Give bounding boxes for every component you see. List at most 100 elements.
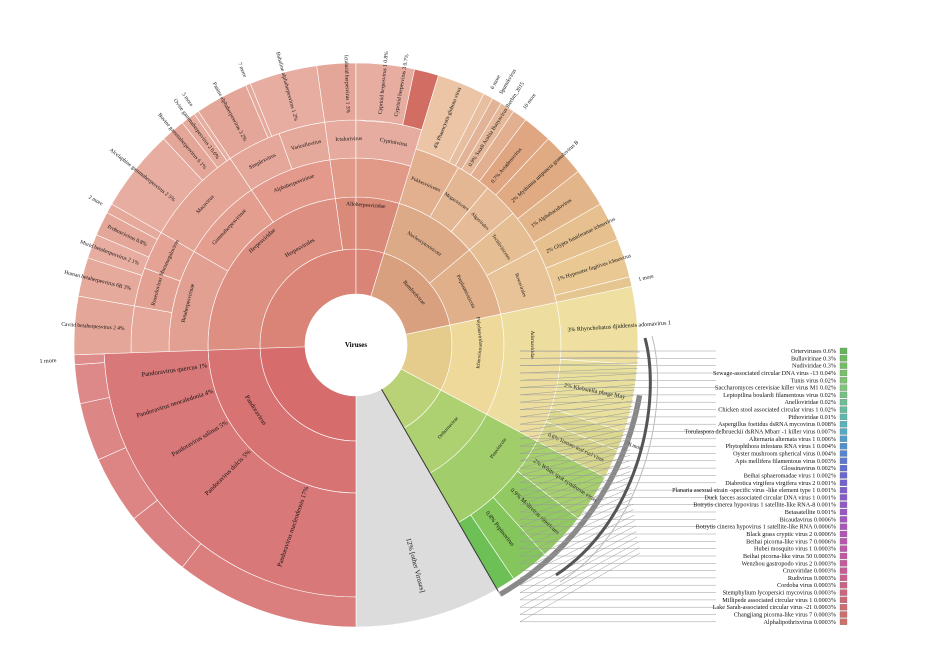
legend-item[interactable]: Glossinavirus 0.002%: [519, 438, 848, 472]
legend-swatch: [839, 413, 848, 421]
legend-leader: [519, 541, 716, 608]
legend-leader: [519, 476, 716, 520]
legend: Orterviruses 0.6%Bullavirinae 0.3%Nudivi…: [519, 335, 848, 626]
legend-item[interactable]: Hubei mosquito virus 1 0.0003%: [519, 498, 848, 553]
label-mid-more-4: 10 more: [522, 92, 538, 111]
legend-label: Wenzhou gastropodo virus 2 0.0003%: [741, 560, 836, 567]
legend-item[interactable]: Beihai sphaeromadae virus 1 0.002%: [519, 444, 848, 479]
wedge-pandora-species-5[interactable]: [73, 353, 105, 365]
legend-item[interactable]: Wenzhou gastropodo virus 2 0.0003%: [519, 509, 848, 568]
legend-leader: [519, 492, 716, 542]
legend-leader: [519, 482, 716, 527]
legend-item[interactable]: Botrytis cinerea hypovirus 1 satellite-l…: [519, 482, 848, 531]
legend-bracket: [555, 337, 652, 577]
legend-leader: [519, 411, 716, 432]
legend-leader: [519, 465, 716, 505]
legend-label: Aspergillus foetidus dsRNA mycovirus 0.0…: [718, 421, 836, 428]
legend-leader: [519, 449, 716, 484]
legend-label: Botrytis cinerea hypovirus 1 satellite-l…: [693, 502, 836, 509]
legend-item[interactable]: Planaria asexual strain -specific virus …: [519, 454, 848, 494]
legend-label: Bullavirinae 0.3%: [791, 355, 836, 362]
legend-item[interactable]: Black grass cryptic virus 2 0.0006%: [519, 487, 848, 538]
legend-item[interactable]: Alphalipothrixvirus 0.0003%: [519, 552, 848, 626]
legend-item[interactable]: Lake Sarah-associated circular virus -21…: [519, 541, 848, 611]
legend-swatch: [839, 538, 848, 545]
legend-label: Leptopilina boulardi filamentous virus 0…: [723, 392, 836, 399]
legend-label: Beihai sphaeromadae virus 1 0.002%: [744, 472, 836, 479]
legend-label: Beihai picorna-like virus 7 0.0006%: [746, 538, 836, 545]
legend-leader: [519, 454, 716, 491]
legend-leader: [519, 536, 716, 601]
legend-leader: [519, 547, 716, 615]
center-hole[interactable]: [305, 294, 407, 396]
legend-item[interactable]: Betasatellite 0.001%: [519, 471, 848, 517]
legend-label: Planaria asexual strain -specific virus …: [672, 487, 836, 494]
legend-item[interactable]: Millipede associated circular virus 1 0.…: [519, 536, 848, 604]
legend-item[interactable]: Chicken stool associated circular virus …: [519, 395, 848, 414]
legend-leader: [519, 438, 716, 469]
legend-label: Cordoba virus 0.0003%: [777, 582, 836, 589]
wedge-genus-beta-main[interactable]: [130, 305, 173, 354]
legend-item[interactable]: Cordoba virus 0.0003%: [519, 525, 848, 589]
legend-label: Changjiang picorna-like virus 7 0.0003%: [734, 612, 836, 619]
legend-item[interactable]: Alternaria alternata virus 1 0.006%: [519, 416, 848, 443]
legend-item[interactable]: Phytophthora infestans RNA virus 1 0.004…: [519, 422, 848, 451]
legend-label: Stemphylium lycopersici mycovirus 0.0003…: [723, 590, 836, 597]
legend-label: Rudivirus 0.0003%: [788, 575, 836, 582]
legend-item[interactable]: Botrytis cinerea hypovirus 1 satellite-l…: [519, 465, 848, 509]
legend-item[interactable]: Bicaudavirus 0.0006%: [519, 476, 848, 524]
legend-item[interactable]: Beihai picorna-like virus 7 0.0006%: [519, 492, 848, 545]
legend-item[interactable]: Stemphylium lycopersici mycovirus 0.0003…: [519, 531, 848, 597]
legend-label: Bicaudavirus 0.0006%: [780, 516, 836, 523]
legend-label: Saccharomyces cerevisiae killer virus M1…: [715, 385, 836, 392]
legend-item[interactable]: Duck faeces associated circular DNA viru…: [519, 460, 848, 502]
legend-swatch: [839, 567, 848, 574]
legend-leader: [519, 460, 716, 498]
legend-swatch: [839, 516, 848, 523]
legend-label: Botrytis cinerea hypovirus 1 satellite-l…: [696, 524, 836, 531]
legend-swatch: [839, 560, 848, 567]
label-ichnovirus: Ichnovirus: [476, 347, 483, 369]
legend-item[interactable]: Beihai picorna-like virus 50 0.0003%: [519, 503, 848, 560]
legend-leader: [519, 357, 716, 359]
legend-swatch: [839, 552, 848, 560]
center-label-viruses: Viruses: [345, 341, 368, 349]
legend-swatch: [839, 530, 848, 538]
legend-item[interactable]: Oyster mushroom spherical virus 0.004%: [519, 427, 848, 458]
legend-label: Nudiviridae 0.3%: [792, 363, 836, 370]
label-pandora-more: 1 more: [39, 358, 56, 365]
legend-label: Alternaria alternata virus 1 0.006%: [749, 436, 836, 443]
label-genus-6: Cyprinivirus: [379, 137, 407, 148]
legend-swatch: [839, 347, 848, 355]
legend-item[interactable]: Changjiang picorna-like virus 7 0.0003%: [519, 547, 848, 619]
legend-item[interactable]: Pithoviridae 0.01%: [519, 400, 848, 421]
legend-item[interactable]: Apis mellifera filamentous virus 0.003%: [519, 433, 848, 465]
legend-swatch: [839, 611, 848, 618]
label-herp-species-12: Ictalurid herpesvirus 1 3%: [343, 55, 351, 114]
legend-label: Duck faeces associated circular DNA viru…: [704, 494, 836, 501]
legend-label: Betasatellite 0.001%: [785, 509, 836, 516]
legend-swatch: [839, 479, 848, 486]
legend-item[interactable]: Bullavirinae 0.3%: [519, 355, 848, 362]
legend-leader: [519, 514, 716, 571]
legend-item[interactable]: Torulaspora delbrueckii dsRNA Mbarr -1 k…: [519, 411, 848, 436]
legend-swatch: [839, 384, 848, 391]
legend-item[interactable]: Diabrotica virgifera virgifera virus 2 0…: [519, 449, 848, 487]
legend-leader: [519, 422, 716, 447]
legend-swatch: [839, 508, 848, 516]
legend-swatch: [839, 362, 848, 369]
legend-leader: [519, 487, 716, 535]
legend-item[interactable]: Cruxviridae 0.0003%: [519, 514, 848, 575]
label-herp-species-0: Caviid betaherpesvirus 2 4%: [61, 322, 125, 332]
legend-item[interactable]: Aspergillus foetidus dsRNA mycovirus 0.0…: [519, 406, 848, 428]
legend-swatch: [839, 377, 848, 384]
legend-swatch: [839, 443, 848, 450]
legend-label: Cruxviridae 0.0003%: [783, 568, 836, 575]
label-adomaviridae: Adomaviridae: [529, 331, 534, 360]
legend-item[interactable]: Orterviruses 0.6%: [519, 347, 848, 355]
wedge-pandora-species-4[interactable]: [74, 362, 110, 404]
legend-label: Hubei mosquito virus 1 0.0003%: [754, 546, 836, 553]
legend-swatch: [839, 428, 848, 435]
legend-label: Glossinavirus 0.002%: [781, 465, 836, 472]
